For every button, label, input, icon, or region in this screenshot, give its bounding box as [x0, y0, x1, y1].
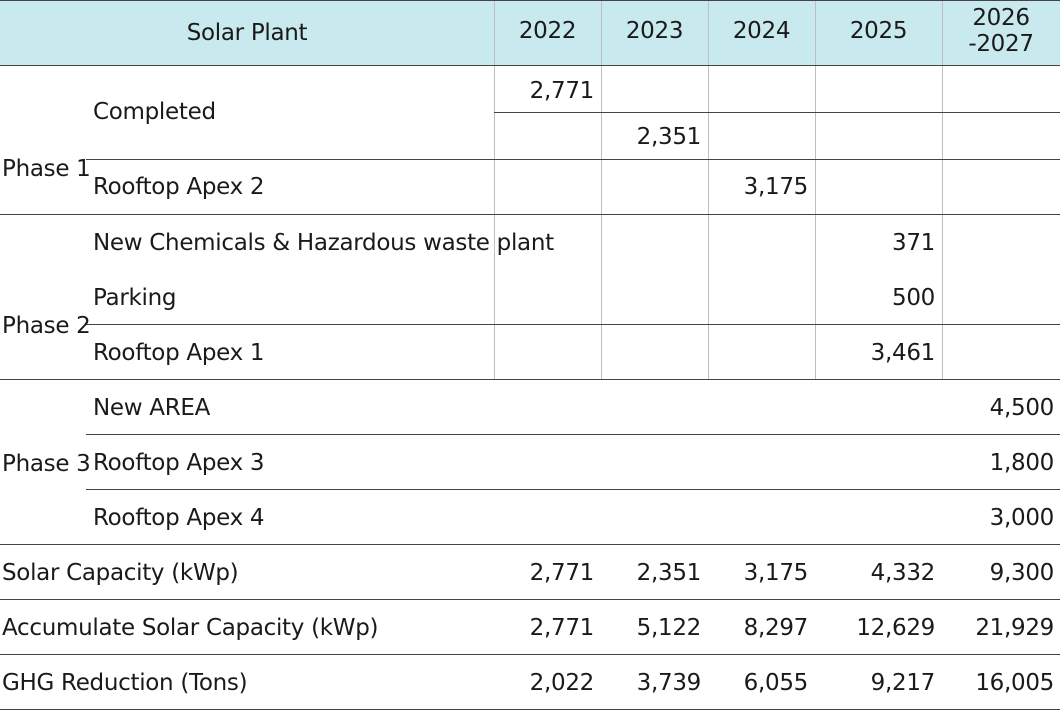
new-area-2026: 4,500: [989, 395, 1055, 421]
row-divider: [0, 379, 1060, 380]
row-divider: [86, 159, 1060, 160]
parking-2025: 500: [892, 285, 935, 311]
header-year-2025: 2025: [849, 18, 908, 44]
row-parking-label: Parking: [93, 285, 177, 311]
row-completed-label: Completed: [93, 99, 216, 125]
row-divider: [0, 599, 1060, 600]
row-new-area-label: New AREA: [93, 395, 211, 421]
header-year-2022: 2022: [518, 18, 577, 44]
col-divider: [942, 0, 943, 380]
phase-2-label: Phase 2: [2, 313, 91, 339]
row-divider: [494, 112, 1060, 113]
header-row: [0, 0, 1060, 66]
summary-ghg-reduction-2023: 3,739: [636, 670, 702, 696]
header-year-2024: 2024: [732, 18, 791, 44]
header-title: Solar Plant: [186, 20, 308, 46]
summary-accumulate-capacity-2023: 5,122: [636, 615, 702, 641]
rooftop-apex-4-2026: 3,000: [989, 505, 1055, 531]
header-year-2023: 2023: [625, 18, 684, 44]
summary-ghg-reduction-label: GHG Reduction (Tons): [2, 670, 248, 696]
summary-solar-capacity-2024: 3,175: [743, 560, 809, 586]
row-divider: [86, 489, 1060, 490]
summary-accumulate-capacity-2025: 12,629: [856, 615, 935, 641]
summary-ghg-reduction-2025: 9,217: [870, 670, 936, 696]
row-divider: [86, 434, 1060, 435]
col-divider: [494, 0, 495, 380]
row-divider: [0, 214, 1060, 215]
new-chemicals-2025: 371: [892, 230, 935, 256]
row-divider: [0, 654, 1060, 655]
col-divider: [815, 0, 816, 380]
row-divider: [86, 324, 1060, 325]
summary-accumulate-capacity-2024: 8,297: [743, 615, 809, 641]
row-new-chemicals-label: New Chemicals & Hazardous waste plant: [93, 230, 554, 256]
summary-solar-capacity-2026: 9,300: [989, 560, 1055, 586]
header-year-2027: -2027: [968, 31, 1034, 57]
phase-3-label: Phase 3: [2, 451, 91, 477]
summary-ghg-reduction-2024: 6,055: [743, 670, 809, 696]
summary-accumulate-capacity-2026: 21,929: [975, 615, 1054, 641]
completed-2022: 2,771: [529, 78, 595, 104]
row-divider: [0, 65, 1060, 66]
phase-1-label: Phase 1: [2, 156, 91, 182]
row-divider: [0, 709, 1060, 710]
summary-solar-capacity-2025: 4,332: [870, 560, 936, 586]
summary-accumulate-capacity-label: Accumulate Solar Capacity (kWp): [2, 615, 379, 641]
row-rooftop-apex-1-label: Rooftop Apex 1: [93, 340, 265, 366]
row-rooftop-apex-4-label: Rooftop Apex 4: [93, 505, 265, 531]
row-divider: [0, 544, 1060, 545]
summary-ghg-reduction-2022: 2,022: [529, 670, 595, 696]
summary-solar-capacity-label: Solar Capacity (kWp): [2, 560, 239, 586]
rooftop-apex-3-2026: 1,800: [989, 450, 1055, 476]
completed-2023: 2,351: [636, 124, 702, 150]
rooftop-apex-2-2024: 3,175: [743, 174, 809, 200]
summary-accumulate-capacity-2022: 2,771: [529, 615, 595, 641]
rooftop-apex-1-2025: 3,461: [870, 340, 936, 366]
header-year-2026: 2026: [972, 5, 1030, 31]
summary-solar-capacity-2022: 2,771: [529, 560, 595, 586]
col-divider: [601, 0, 602, 380]
summary-ghg-reduction-2026: 16,005: [975, 670, 1054, 696]
row-rooftop-apex-3-label: Rooftop Apex 3: [93, 450, 265, 476]
summary-solar-capacity-2023: 2,351: [636, 560, 702, 586]
row-divider: [0, 0, 1060, 1]
col-divider: [708, 0, 709, 380]
row-rooftop-apex-2-label: Rooftop Apex 2: [93, 174, 265, 200]
